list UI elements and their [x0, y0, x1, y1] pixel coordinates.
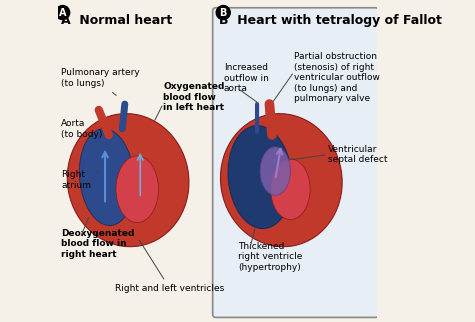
Ellipse shape [67, 114, 189, 247]
Circle shape [216, 5, 230, 20]
Text: Pulmonary artery
(to lungs): Pulmonary artery (to lungs) [61, 68, 140, 96]
FancyBboxPatch shape [213, 8, 379, 317]
Ellipse shape [228, 126, 292, 229]
Ellipse shape [79, 129, 134, 225]
Ellipse shape [220, 114, 342, 247]
Text: Ventricular
septal defect: Ventricular septal defect [328, 145, 387, 164]
Text: A: A [59, 7, 66, 18]
Text: Partial obstruction
(stenosis) of right
ventricular outflow
(to lungs) and
pulmo: Partial obstruction (stenosis) of right … [294, 52, 380, 103]
FancyArrowPatch shape [99, 110, 109, 135]
FancyArrowPatch shape [122, 104, 125, 129]
Text: Increased
outflow in
aorta: Increased outflow in aorta [224, 63, 269, 93]
Text: Thickened
right ventricle
(hypertrophy): Thickened right ventricle (hypertrophy) [238, 242, 303, 272]
FancyArrowPatch shape [269, 104, 272, 135]
Ellipse shape [116, 156, 159, 223]
Text: Oxygenated
blood flow
in left heart: Oxygenated blood flow in left heart [163, 82, 225, 112]
Text: Right and left ventricles: Right and left ventricles [115, 240, 225, 293]
Ellipse shape [260, 147, 290, 195]
Circle shape [56, 5, 70, 20]
Text: B  Heart with tetralogy of Fallot: B Heart with tetralogy of Fallot [219, 14, 442, 27]
Ellipse shape [271, 159, 310, 220]
Text: Deoxygenated
blood flow in
right heart: Deoxygenated blood flow in right heart [61, 229, 134, 259]
Text: Right
atrium: Right atrium [61, 170, 98, 190]
Text: A  Normal heart: A Normal heart [61, 14, 172, 27]
Text: B: B [219, 7, 227, 18]
Text: Aorta
(to body): Aorta (to body) [61, 119, 111, 139]
